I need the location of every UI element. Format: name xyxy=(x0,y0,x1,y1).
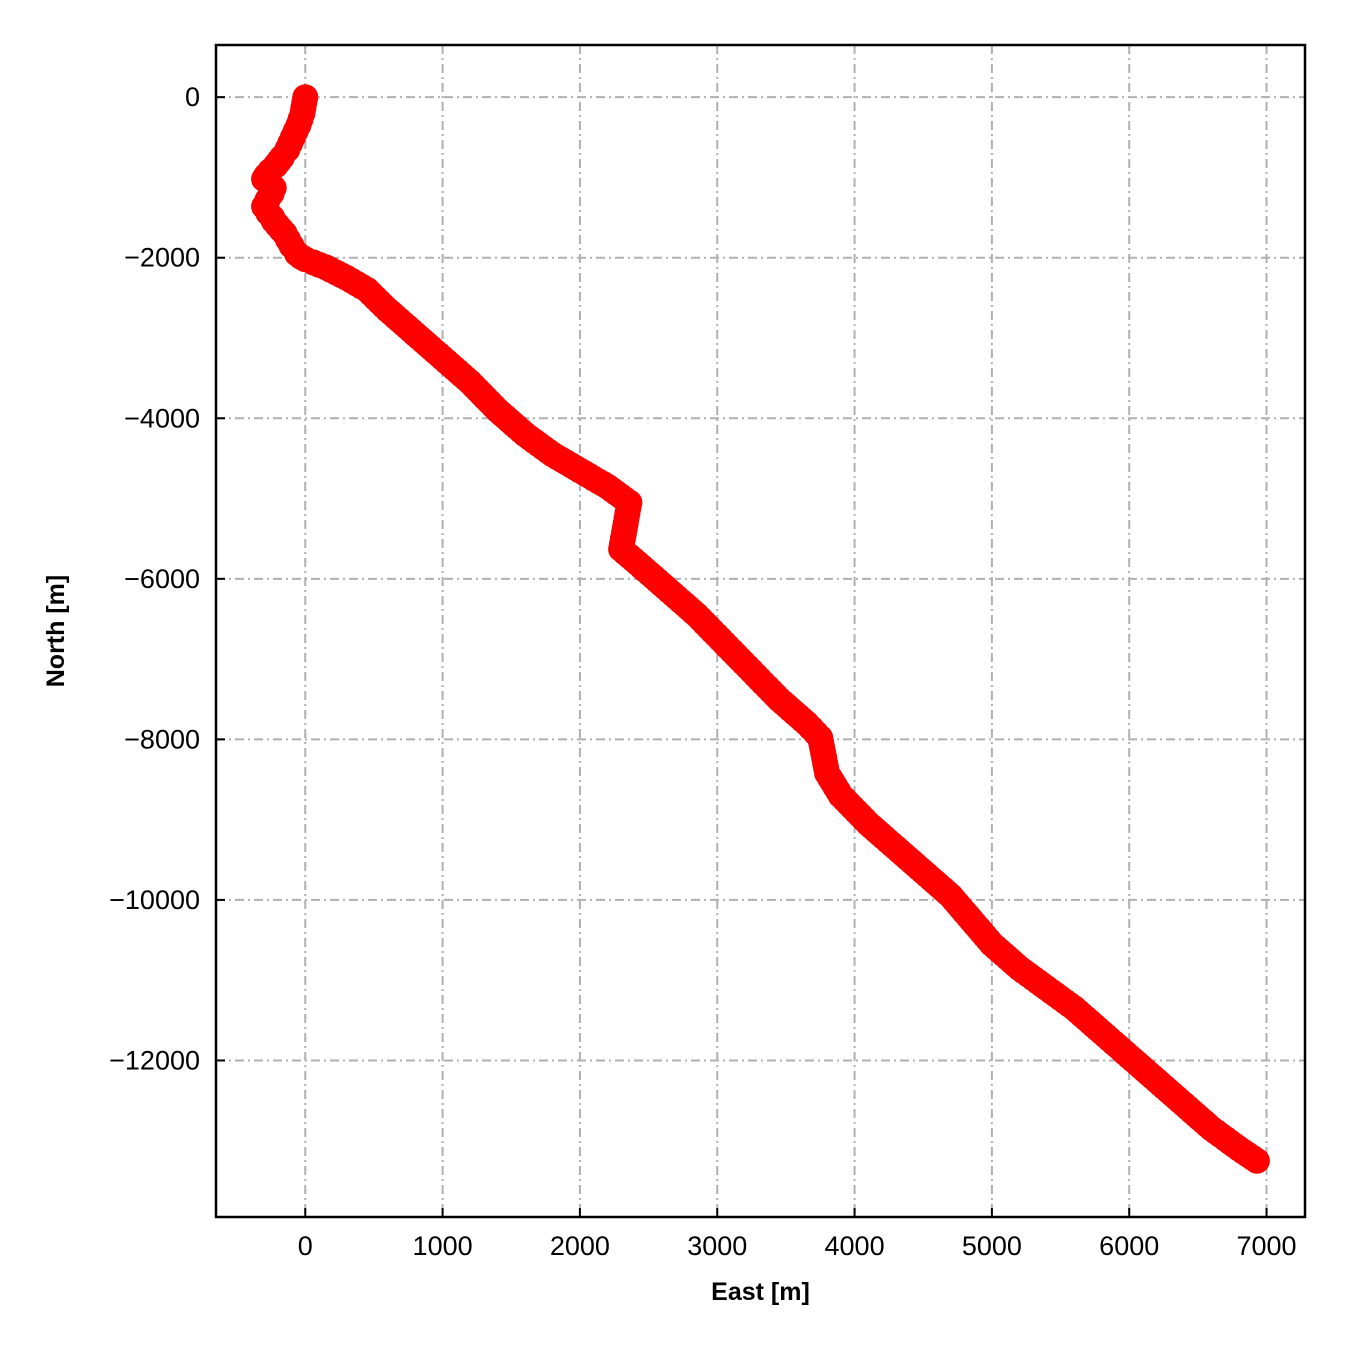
data-series xyxy=(251,84,1270,1174)
y-tick-label: −8000 xyxy=(124,724,200,754)
axis-ticks: 0 1000 2000 3000 4000 5000 6000 7000 0 −2000 −4000… xyxy=(109,82,1296,1261)
data-point xyxy=(1243,1147,1270,1174)
y-axis-title: North [m] xyxy=(42,575,70,687)
x-tick-label: 7000 xyxy=(1237,1231,1297,1261)
y-tick-label: −12000 xyxy=(109,1045,200,1075)
grid xyxy=(216,45,1305,1217)
y-tick-label: −2000 xyxy=(124,243,200,273)
x-tick-label: 4000 xyxy=(825,1231,885,1261)
y-tick-label: −6000 xyxy=(124,564,200,594)
x-tick-label: 5000 xyxy=(962,1231,1022,1261)
x-axis-title: East [m] xyxy=(711,1278,810,1306)
x-tick-label: 6000 xyxy=(1099,1231,1159,1261)
x-tick-label: 0 xyxy=(298,1231,313,1261)
plot-frame xyxy=(214,43,1307,1219)
x-tick-label: 2000 xyxy=(550,1231,610,1261)
y-tick-label: −4000 xyxy=(124,403,200,433)
y-tick-label: 0 xyxy=(185,82,200,112)
x-tick-label: 1000 xyxy=(413,1231,473,1261)
y-tick-label: −10000 xyxy=(109,885,200,915)
x-tick-label: 3000 xyxy=(687,1231,747,1261)
